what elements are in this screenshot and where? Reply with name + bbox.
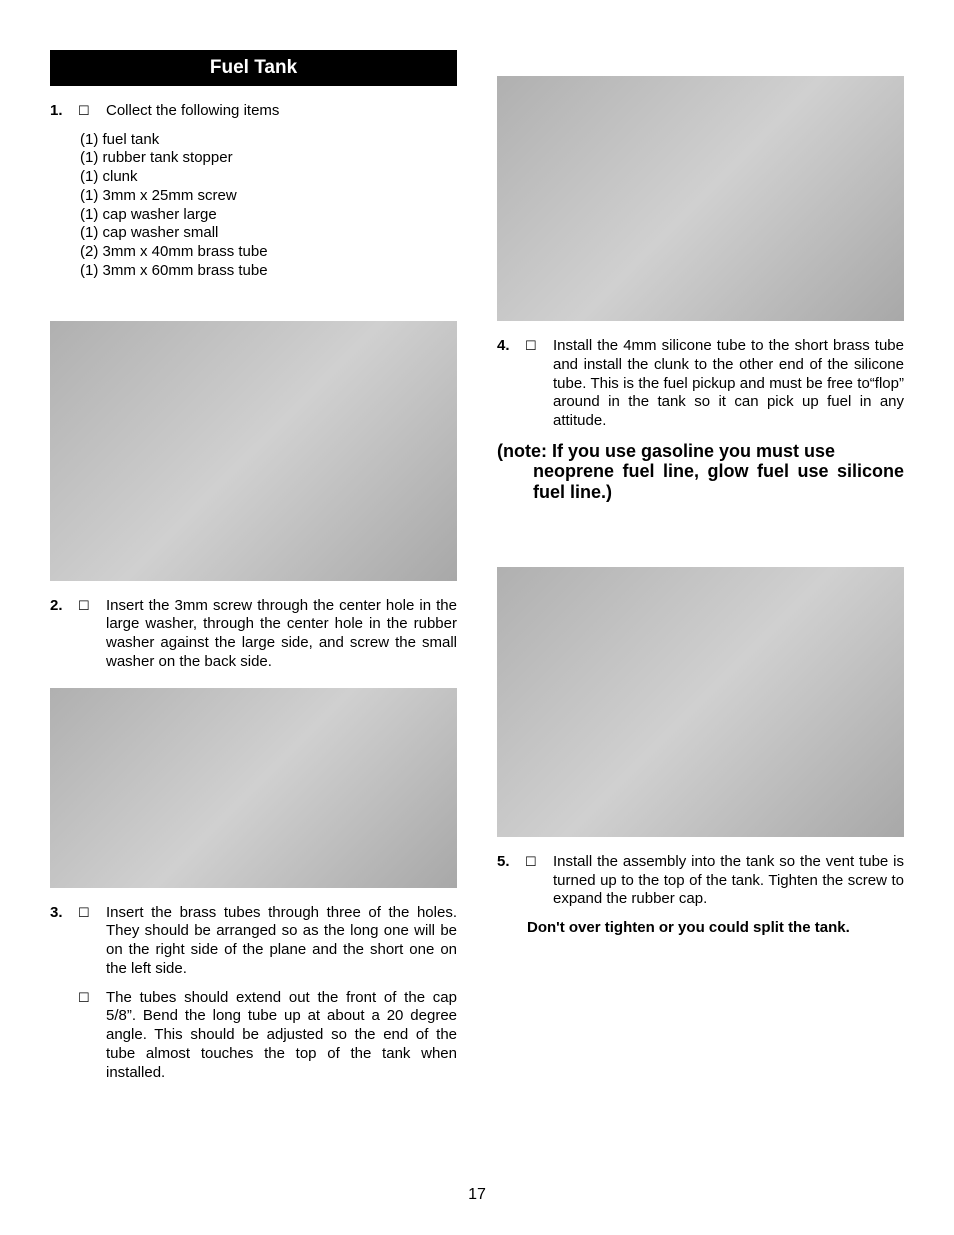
step-3b-checkbox[interactable]: ☐ [78, 989, 106, 1083]
step-4: 4. ☐ Install the 4mm silicone tube to th… [497, 337, 904, 431]
list-item: (1) cap washer large [80, 206, 457, 225]
right-column: 4. ☐ Install the 4mm silicone tube to th… [497, 50, 904, 1092]
step-1-items: (1) fuel tank (1) rubber tank stopper (1… [80, 131, 457, 281]
step-5-text: Install the assembly into the tank so th… [553, 853, 904, 909]
left-column: Fuel Tank 1. ☐ Collect the following ite… [50, 50, 457, 1092]
step-1: 1. ☐ Collect the following items [50, 102, 457, 121]
list-item: (1) fuel tank [80, 131, 457, 150]
fuel-line-note: (note: If you use gasoline you must use … [497, 441, 904, 503]
step-2: 2. ☐ Insert the 3mm screw through the ce… [50, 597, 457, 672]
list-item: (1) rubber tank stopper [80, 149, 457, 168]
list-item: (1) 3mm x 60mm brass tube [80, 262, 457, 281]
list-item: (1) clunk [80, 168, 457, 187]
step-2-checkbox[interactable]: ☐ [78, 597, 106, 672]
photo-tank-assembled [497, 567, 904, 837]
note-line-1: (note: If you use gasoline you must use [497, 441, 904, 462]
step-1-number: 1. [50, 102, 78, 121]
step-3-sub: ☐ The tubes should extend out the front … [50, 989, 457, 1083]
step-3: 3. ☐ Insert the brass tubes through thre… [50, 904, 457, 979]
page-number: 17 [0, 1185, 954, 1205]
step-3-checkbox[interactable]: ☐ [78, 904, 106, 979]
list-item: (1) cap washer small [80, 224, 457, 243]
list-item: (1) 3mm x 25mm screw [80, 187, 457, 206]
photo-clunk-assembly [497, 76, 904, 321]
overtighten-warning: Don't over tighten or you could split th… [527, 919, 904, 938]
step-4-checkbox[interactable]: ☐ [525, 337, 553, 431]
step-2-text: Insert the 3mm screw through the center … [106, 597, 457, 672]
step-1-checkbox[interactable]: ☐ [78, 102, 106, 121]
photo-stopper-assembly [50, 688, 457, 888]
step-3b-text: The tubes should extend out the front of… [106, 989, 457, 1083]
photo-parts-layout [50, 321, 457, 581]
step-3b-number-blank [50, 989, 78, 1083]
step-3-number: 3. [50, 904, 78, 979]
step-5-number: 5. [497, 853, 525, 909]
step-2-number: 2. [50, 597, 78, 672]
note-line-rest: neoprene fuel line, glow fuel use silico… [533, 461, 904, 502]
step-4-number: 4. [497, 337, 525, 431]
step-3-text: Insert the brass tubes through three of … [106, 904, 457, 979]
step-4-text: Install the 4mm silicone tube to the sho… [553, 337, 904, 431]
step-1-text: Collect the following items [106, 102, 457, 121]
step-5-checkbox[interactable]: ☐ [525, 853, 553, 909]
list-item: (2) 3mm x 40mm brass tube [80, 243, 457, 262]
step-5: 5. ☐ Install the assembly into the tank … [497, 853, 904, 909]
section-header: Fuel Tank [50, 50, 457, 86]
